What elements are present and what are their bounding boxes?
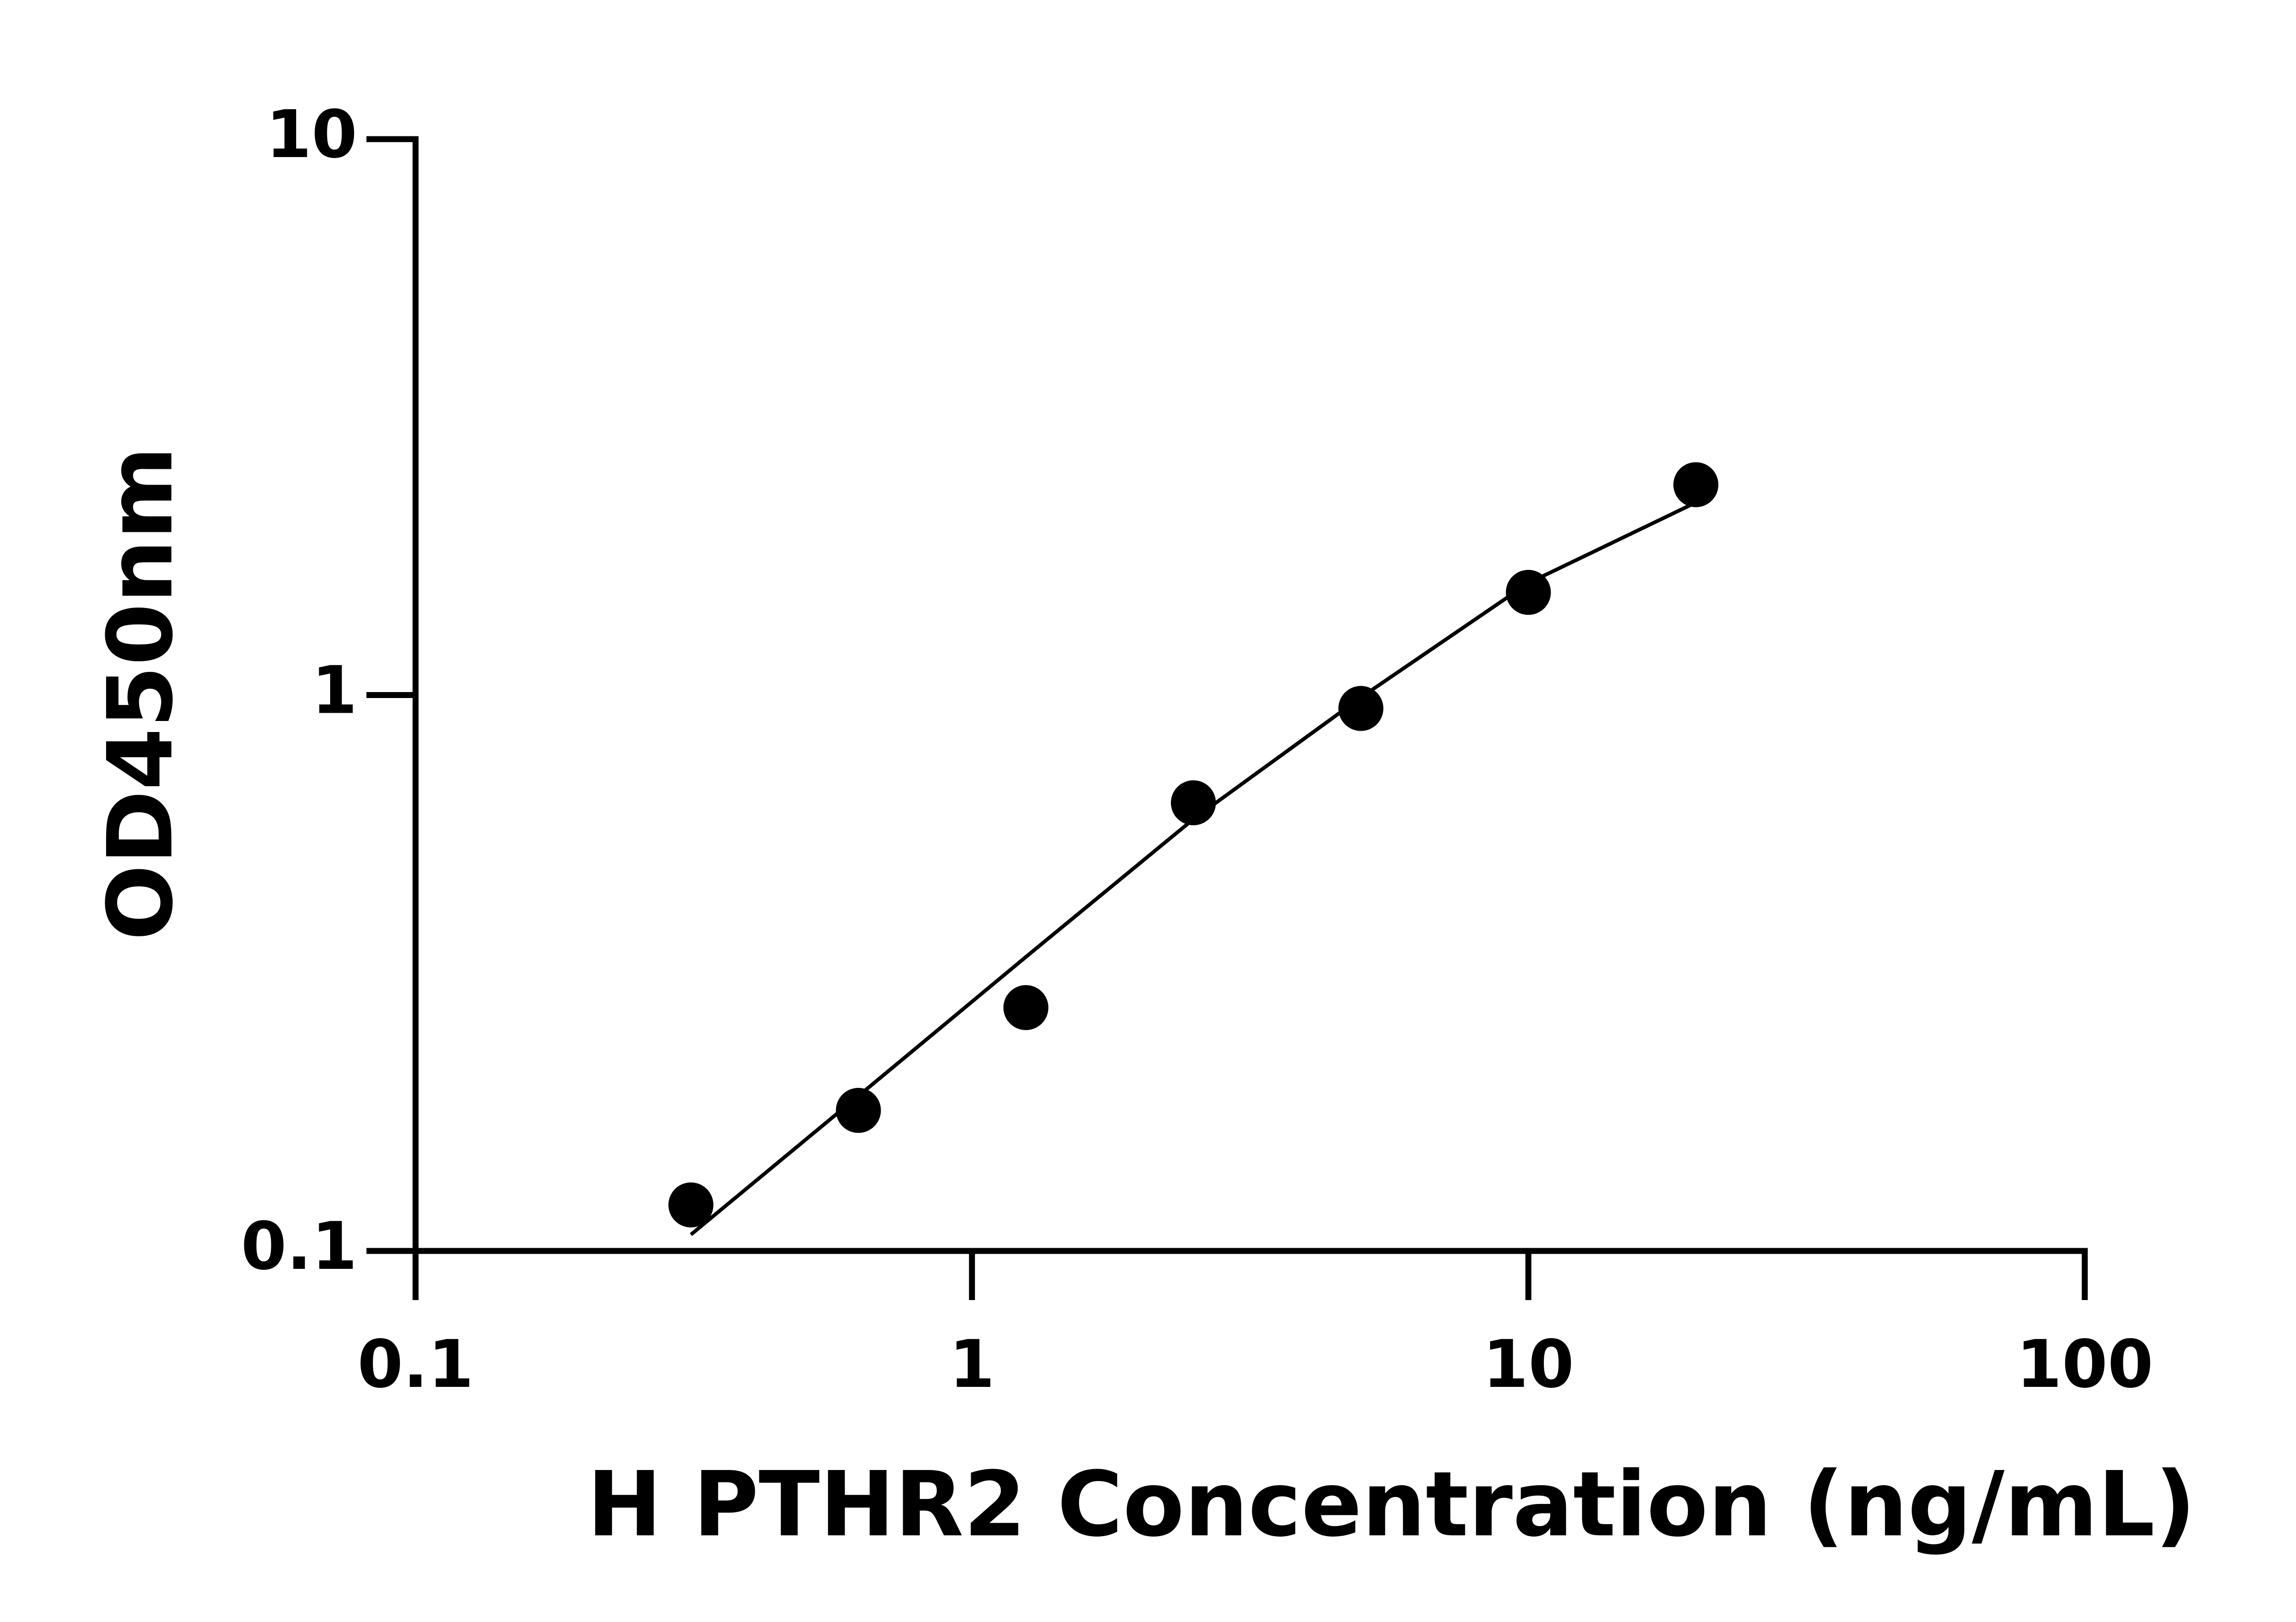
data-point bbox=[836, 1087, 881, 1133]
data-point bbox=[1506, 569, 1551, 615]
data-point bbox=[1338, 686, 1384, 731]
y-tick-label: 1 bbox=[312, 652, 358, 729]
x-tick-label: 1 bbox=[949, 1326, 995, 1402]
data-point bbox=[1673, 462, 1719, 507]
y-tick-label: 0.1 bbox=[241, 1208, 357, 1284]
x-tick-label: 0.1 bbox=[357, 1326, 473, 1402]
data-point bbox=[1171, 780, 1216, 826]
data-point bbox=[668, 1182, 714, 1228]
x-axis-title: H PTHR2 Concentration (ng/mL) bbox=[587, 1452, 2196, 1556]
x-tick-label: 100 bbox=[2016, 1326, 2154, 1402]
y-tick-label: 10 bbox=[266, 96, 357, 173]
y-axis-title: OD450nm bbox=[88, 446, 192, 941]
x-tick-label: 10 bbox=[1483, 1326, 1574, 1402]
data-point bbox=[1003, 985, 1049, 1031]
